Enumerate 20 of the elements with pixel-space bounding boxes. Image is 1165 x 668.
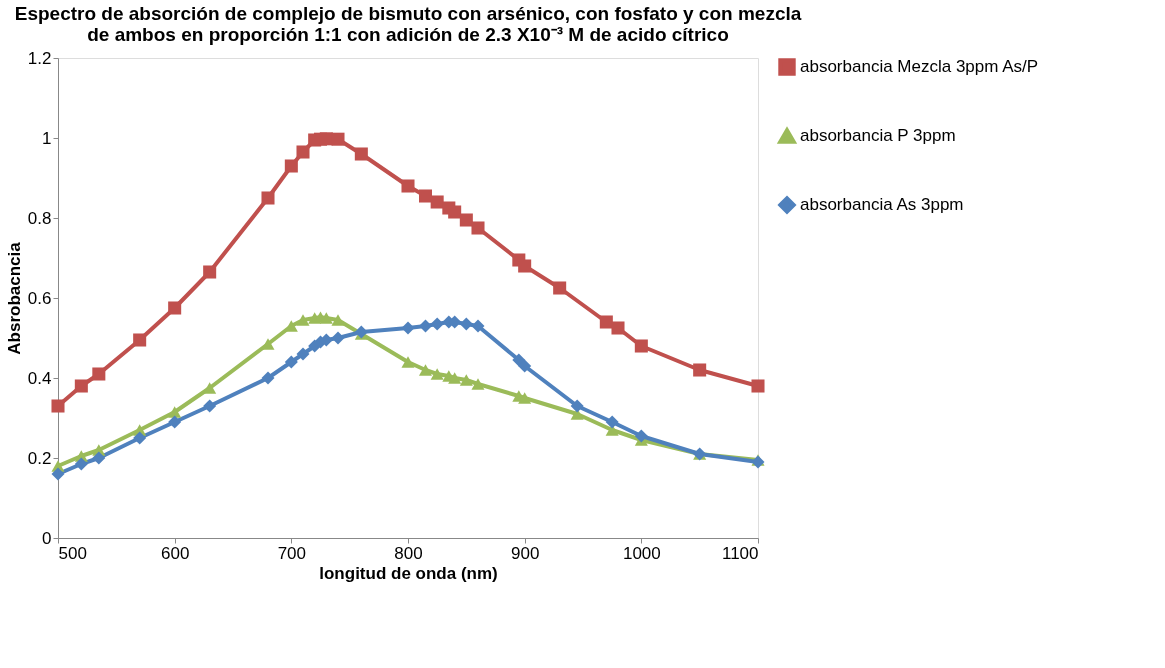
legend-label: absorbancia Mezcla 3ppm As/P [800,57,1039,76]
y-tick-label: 0.8 [27,208,52,228]
y-tick-label: 1.2 [27,48,52,68]
x-tick-label: 900 [510,543,540,563]
chart-title: Espectro de absorción de complejo de bismuto con arsénico, con fosfato y con mezcla de ambos en proporción 1:1 con adición de 2.3 X10⁻³ M de acido cítrico [14,3,802,45]
legend-label: absorbancia As 3ppm [800,195,964,214]
x-tick-label: 1000 [622,543,661,563]
y-tick-label: 0 [42,528,52,548]
y-tick-label: 0.2 [27,448,52,468]
legend-label: absorbancia P 3ppm [800,126,956,145]
x-axis-title: longitud de onda (nm) [319,563,498,583]
x-tick-label: 800 [394,543,423,563]
x-tick-label: 500 [58,543,87,563]
y-tick-label: 1 [42,128,52,148]
y-tick-label: 0.6 [27,288,52,308]
y-tick-label: 0.4 [27,368,52,388]
y-axis-title: Absrobacncia [4,241,24,355]
x-tick-label: 600 [160,543,190,563]
x-tick-label: 1100 [721,543,759,563]
x-tick-label: 700 [277,543,307,563]
